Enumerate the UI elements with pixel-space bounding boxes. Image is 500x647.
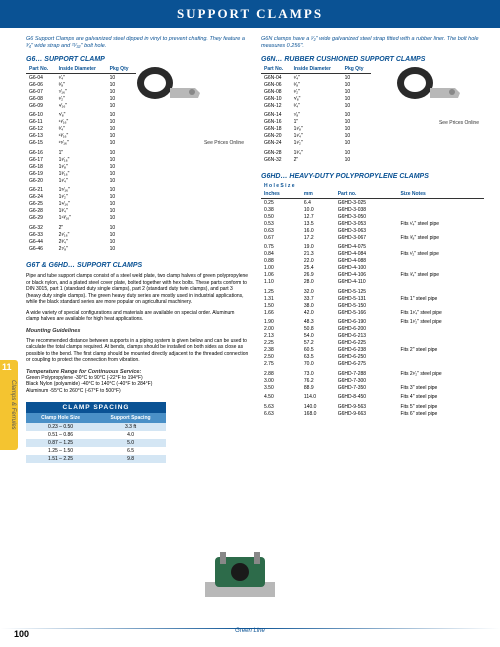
g6t-p2: A wide variety of special configurations… xyxy=(26,310,249,323)
side-tab: Clamps & Ferrules xyxy=(0,360,18,450)
intro-right: G6N clamps have a ¹⁄₂" wide galvanized s… xyxy=(261,36,484,50)
page-number: 100 xyxy=(14,629,29,639)
temp3: Aluminum -55°C to 260°C (-67°F to 500°F) xyxy=(26,388,249,395)
clamp-image-g6hd xyxy=(190,542,290,607)
g6t-p1: Pipe and tube support clamps consist of … xyxy=(26,273,249,306)
g6n-table: Part No.Inside DiameterPkg QtyG6N-04¹⁄₄"… xyxy=(261,65,371,163)
mounting-title: Mounting Guidelines xyxy=(26,328,249,334)
spacing-table: Clamp Hole SizeSupport Spacing0.23 – 0.5… xyxy=(26,413,166,463)
g6hd-title: G6HD… HEAVY-DUTY POLYPROPYLENE CLAMPS xyxy=(261,173,484,180)
side-tab-number: 11 xyxy=(2,362,12,372)
g6-note: See Prices Online xyxy=(204,140,244,146)
side-tab-label: Clamps & Ferrules xyxy=(10,380,16,430)
g6n-note: See Prices Online xyxy=(439,120,479,126)
clamp-image-g6 xyxy=(120,58,210,108)
spacing-title: CLAMP SPACING xyxy=(26,402,166,413)
spacing-table-wrap: CLAMP SPACING Clamp Hole SizeSupport Spa… xyxy=(26,402,249,463)
g6t-p3: The recommended distance between support… xyxy=(26,338,249,364)
g6t-title: G6T & G6HD… SUPPORT CLAMPS xyxy=(26,262,249,269)
g6hd-table: H o l e S i z eInchesmmPart no.Size Note… xyxy=(261,182,484,417)
page-header: SUPPORT CLAMPS xyxy=(0,0,500,28)
footer-brand: Green Line xyxy=(235,628,265,634)
intro-left: G6 Support Clamps are galvanized steel d… xyxy=(26,36,249,50)
clamp-image-g6n xyxy=(380,58,470,108)
